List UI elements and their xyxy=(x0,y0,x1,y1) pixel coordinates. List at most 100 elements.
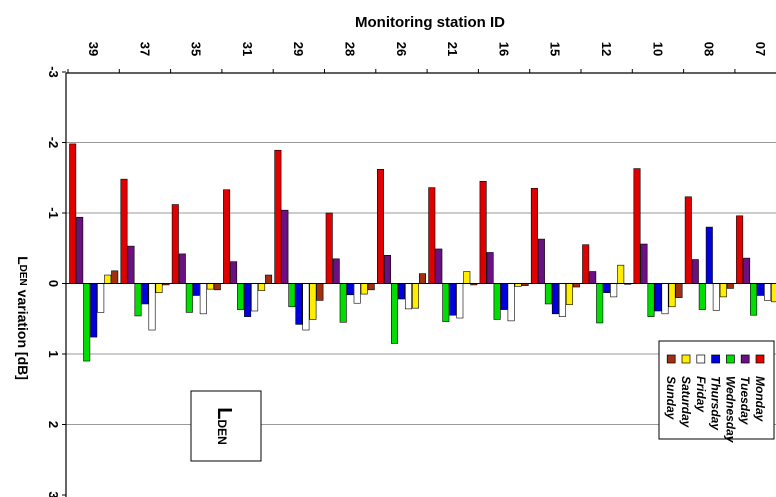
bar xyxy=(435,248,443,284)
bar xyxy=(213,283,221,291)
bar xyxy=(274,149,282,284)
bar xyxy=(192,283,200,296)
bar xyxy=(199,283,207,315)
x-tick-label: 29 xyxy=(291,42,306,56)
lden-box-frame xyxy=(190,390,262,462)
legend-label: Monday xyxy=(753,376,767,423)
bar xyxy=(346,283,354,296)
bar xyxy=(705,226,713,284)
legend-items: MondayTuesdayWednesdayThursdayFridaySatu… xyxy=(664,354,767,444)
lden-box: LDEN xyxy=(190,390,262,462)
bar xyxy=(397,283,405,300)
y-axis-label-rest: variation [dB] xyxy=(15,286,31,380)
bar xyxy=(390,283,398,344)
lden-box-label-main: L xyxy=(213,407,235,419)
bar xyxy=(178,253,186,284)
bar xyxy=(251,283,259,312)
bar xyxy=(610,283,618,298)
x-tick-label: 10 xyxy=(650,42,665,56)
bar xyxy=(675,283,683,298)
bar xyxy=(771,283,776,303)
bar xyxy=(661,283,669,315)
legend-swatch xyxy=(696,354,706,364)
bar xyxy=(206,283,214,290)
legend-swatch xyxy=(755,354,765,364)
bar xyxy=(428,187,436,284)
bar xyxy=(83,283,91,362)
bar xyxy=(171,204,179,284)
bar xyxy=(69,143,77,284)
bar xyxy=(633,168,641,284)
bar xyxy=(750,283,758,316)
bar xyxy=(76,216,84,284)
x-tick-label: 12 xyxy=(599,42,614,56)
bar xyxy=(565,283,573,305)
bar xyxy=(698,283,706,310)
bar xyxy=(507,283,515,322)
x-tick-labels: 39 37 35 31 29 28 26 21 16 15 12 10 08 07 xyxy=(67,42,768,73)
bar xyxy=(743,257,751,284)
bar xyxy=(104,274,112,284)
y-tick-label: 2 xyxy=(46,421,61,428)
y-tick-label: 1 xyxy=(46,350,61,357)
y-tick-label: 0 xyxy=(46,280,61,287)
legend-swatch xyxy=(711,354,720,364)
x-tick-label: 16 xyxy=(496,42,511,56)
lden-box-label-sub: DEN xyxy=(215,419,229,444)
bar xyxy=(97,283,105,313)
x-tick-label: 28 xyxy=(343,42,358,56)
bar xyxy=(325,212,333,284)
x-tick-label: 08 xyxy=(702,42,717,56)
legend-label: Tuesday xyxy=(738,376,752,426)
bar xyxy=(558,283,566,317)
bar xyxy=(309,283,317,320)
bar xyxy=(185,283,193,313)
bar xyxy=(654,283,662,312)
y-tick-label: 3 xyxy=(46,491,61,497)
bar xyxy=(141,283,149,305)
bar xyxy=(449,283,457,316)
bar xyxy=(295,283,303,325)
bar xyxy=(360,283,368,295)
x-tick-label: 35 xyxy=(189,42,204,56)
bar xyxy=(764,283,772,301)
bar xyxy=(500,283,508,310)
bar xyxy=(589,271,597,284)
bar xyxy=(258,283,266,291)
bar xyxy=(411,283,419,309)
bar xyxy=(479,180,487,284)
legend-swatch xyxy=(681,354,691,364)
chart-title: Monitoring station ID xyxy=(355,14,505,31)
bar xyxy=(684,196,692,284)
bar xyxy=(265,274,273,284)
bar xyxy=(493,283,501,320)
x-tick-label: 07 xyxy=(753,42,768,56)
bar xyxy=(551,283,559,315)
legend: MondayTuesdayWednesdayThursdayFridaySatu… xyxy=(658,340,775,444)
legend-label: Wednesday xyxy=(723,376,737,444)
legend-label: Friday xyxy=(694,376,708,413)
bar xyxy=(353,283,361,304)
x-tick-label: 37 xyxy=(137,42,152,56)
bar xyxy=(339,283,347,323)
bar xyxy=(244,283,252,317)
bar xyxy=(148,283,156,331)
bar xyxy=(719,283,727,298)
x-tick-label: 21 xyxy=(445,42,460,56)
bar xyxy=(230,261,238,284)
y-axis-label-main: L xyxy=(15,256,31,265)
bar xyxy=(111,270,119,284)
y-tick-label: -3 xyxy=(46,66,61,78)
bar xyxy=(757,283,765,296)
bar xyxy=(418,273,426,284)
bar xyxy=(134,283,142,317)
bar xyxy=(155,283,163,293)
y-axis-label: LDEN variation [dB] xyxy=(15,256,31,380)
legend-swatch xyxy=(726,354,735,364)
legend-swatch xyxy=(666,354,676,364)
bar xyxy=(486,252,494,284)
bar xyxy=(127,245,135,284)
bar xyxy=(530,188,538,284)
bar xyxy=(596,283,604,324)
bar xyxy=(640,243,648,284)
